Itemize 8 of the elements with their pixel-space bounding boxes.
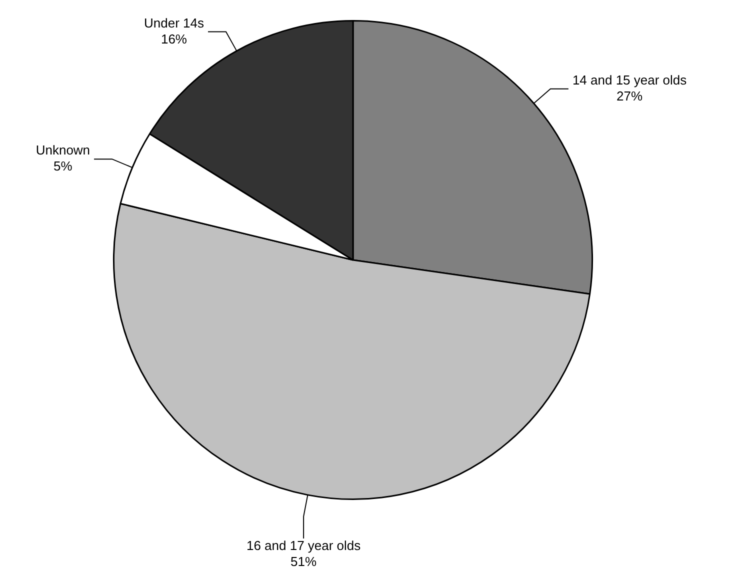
data-label: 51% [290,554,317,570]
data-label: 5% [54,158,73,174]
slice-label: Under 14s [144,15,204,30]
data-label: 16% [160,31,188,46]
data-label: 27% [616,88,643,104]
slice-label: Unknown [36,142,90,158]
slice-label: 14 and 15 year olds [572,72,688,88]
slice-label: 16 and 17 year olds [246,538,362,554]
